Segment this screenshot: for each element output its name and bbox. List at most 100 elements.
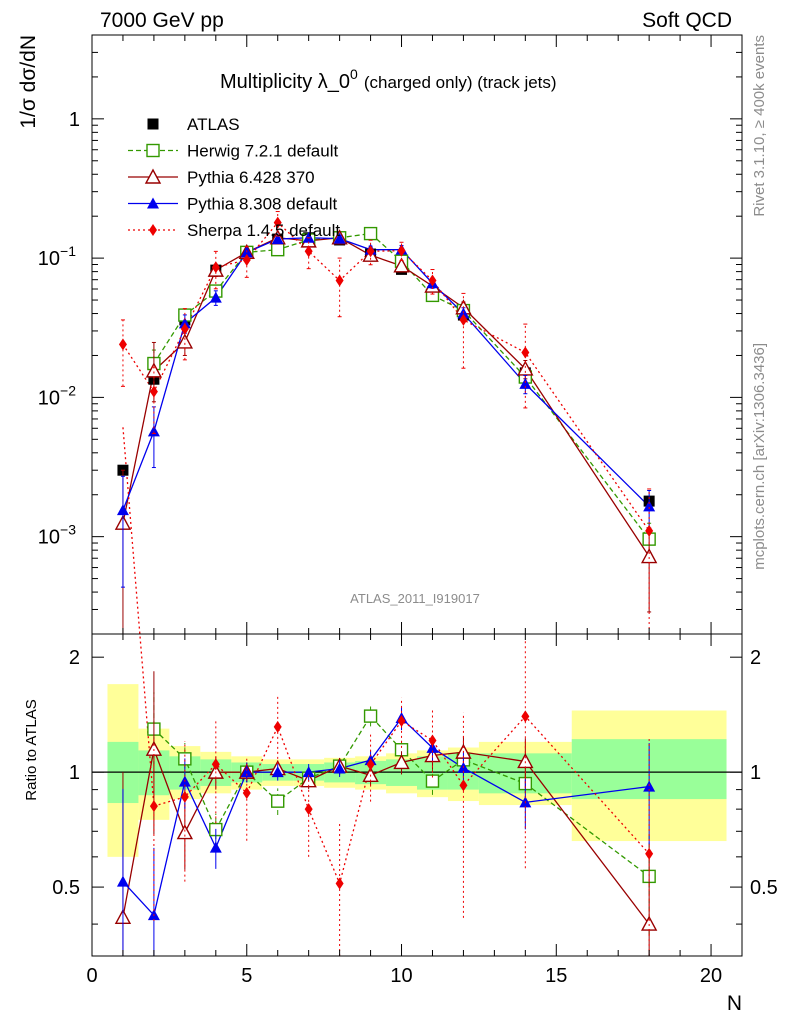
x-tick-label: 20 <box>700 965 722 987</box>
marker-diamond <box>211 758 220 771</box>
series-sherpa-1-4-5-default-point <box>428 269 437 295</box>
marker-diamond <box>428 734 437 747</box>
legend-item: ATLAS <box>147 115 240 134</box>
side-label-mcplots: mcplots.cern.ch [arXiv:1306.3436] <box>751 343 768 570</box>
x-tick-label: 10 <box>390 965 412 987</box>
series-sherpa-1-4-5-default-point <box>366 239 375 266</box>
series-pythia-6-428-370-ratio-point <box>393 751 410 775</box>
y-tick-base: 10 <box>38 248 60 270</box>
series-pythia-8-308-default-point <box>209 290 222 306</box>
series-pythia-8-308-default-ratio-point <box>302 764 315 781</box>
marker-triangle <box>519 377 532 389</box>
header-category: Soft QCD <box>642 9 732 32</box>
marker-triangle <box>116 504 129 516</box>
series-pythia-8-308-default-point <box>333 232 346 244</box>
series-pythia-8-308-default-point <box>116 475 129 588</box>
ratio-tick-label-right: 0.5 <box>750 877 778 899</box>
y-tick-label: 10−3 <box>38 522 76 549</box>
legend-label: Pythia 6.428 370 <box>187 168 315 187</box>
chart-title-main: Multiplicity λ_0 <box>220 71 350 93</box>
marker-diamond <box>180 322 189 335</box>
series-sherpa-1-4-5-default-ratio-point <box>335 821 344 956</box>
marker-diamond <box>335 877 344 890</box>
marker-diamond <box>397 244 406 257</box>
series-herwig-7-2-1-default-ratio-point <box>271 788 285 815</box>
marker-diamond <box>459 313 468 326</box>
legend-item: Pythia 8.308 default <box>128 195 338 214</box>
y-tick-label: 1 <box>69 109 80 131</box>
marker-triangle <box>643 780 656 792</box>
marker-triangle <box>147 425 160 437</box>
legend-label: Sherpa 1.4.5 default <box>187 221 340 240</box>
legend-label: Herwig 7.2.1 default <box>187 142 338 161</box>
y-axis-label: 1/σ dσ/dN <box>17 35 40 129</box>
series-sherpa-1-4-5-default-point <box>397 241 406 262</box>
marker-diamond <box>366 758 375 771</box>
series-sherpa-1-4-5-default-ratio-point <box>180 741 189 882</box>
series-pythia-6-428-370-point <box>393 257 410 273</box>
series-sherpa-1-4-5-default-point <box>118 319 127 387</box>
series-pythia-6-428-370-ratio-line <box>122 746 650 925</box>
series-sherpa-1-4-5-default-ratio-point <box>521 638 530 869</box>
legend-label: Pythia 8.308 default <box>187 195 338 214</box>
marker-diamond <box>211 261 220 274</box>
marker-diamond <box>397 714 406 727</box>
marker-triangle-open <box>393 753 410 770</box>
y-tick-exp: −1 <box>60 243 76 259</box>
marker-diamond <box>335 274 344 287</box>
marker-square-open <box>363 226 378 241</box>
marker-diamond <box>180 790 189 803</box>
series-pythia-8-308-default-ratio-point <box>209 828 222 869</box>
marker-diamond <box>304 803 313 816</box>
marker-diamond <box>273 216 282 229</box>
marker-diamond <box>149 800 158 813</box>
ratio-tick-label-right: 2 <box>750 647 761 669</box>
marker-triangle <box>209 841 222 853</box>
series-pythia-8-308-default-line <box>122 237 650 511</box>
marker-triangle-open <box>176 824 194 840</box>
marker-diamond <box>428 274 437 287</box>
series-sherpa-1-4-5-default-ratio-point <box>149 738 158 922</box>
series-lines <box>122 221 650 925</box>
series-sherpa-1-4-5-default-point <box>335 257 344 318</box>
marker-diamond <box>459 779 468 792</box>
series-pythia-6-428-370-line <box>122 237 650 557</box>
marker-square-open <box>271 794 285 808</box>
chart-title: Multiplicity λ_00 (charged only) (track j… <box>220 66 557 93</box>
legend-item: Sherpa 1.4.5 default <box>128 221 340 240</box>
ratio-tick-label-right: 1 <box>750 762 761 784</box>
series-markers <box>114 211 658 956</box>
legend: ATLAS Herwig 7.2.1 default Pythia 6.428 37… <box>128 115 340 240</box>
y-tick-base: 10 <box>38 527 60 549</box>
ratio-y-axis-label: Ratio to ATLAS <box>23 699 40 800</box>
marker-triangle-open <box>144 168 162 184</box>
series-sherpa-1-4-5-default-point <box>242 245 251 278</box>
chart-title-suffix: (charged only) (track jets) <box>364 73 557 92</box>
series-sherpa-1-4-5-default-point <box>211 250 220 290</box>
ratio-uncertainty-bands <box>92 684 742 857</box>
marker-triangle <box>271 766 284 778</box>
marker-triangle <box>147 197 159 209</box>
marker-diamond <box>242 786 251 799</box>
ratio-tick-label-left: 2 <box>69 647 80 669</box>
marker-square <box>147 118 159 130</box>
side-label-rivet: Rivet 3.1.10, ≥ 400k events <box>751 35 768 217</box>
series-sherpa-1-4-5-default-ratio-point <box>459 712 468 918</box>
analysis-id: ATLAS_2011_I919017 <box>350 591 480 606</box>
series-pythia-8-308-default-ratio-point <box>271 764 284 781</box>
marker-diamond <box>149 224 157 236</box>
series-sherpa-1-4-5-default-ratio-point <box>273 696 282 764</box>
marker-square-open <box>271 242 285 257</box>
marker-diamond <box>521 710 530 723</box>
series-sherpa-1-4-5-default-ratio-point <box>645 738 654 956</box>
y-tick-base: 1 <box>69 109 80 131</box>
chart-title-sup: 0 <box>350 66 358 82</box>
x-tick-label: 15 <box>545 965 567 987</box>
legend-item: Herwig 7.2.1 default <box>128 142 338 161</box>
marker-diamond <box>645 524 654 537</box>
marker-diamond <box>521 346 530 359</box>
marker-triangle <box>333 762 346 774</box>
marker-triangle-open <box>393 257 410 273</box>
